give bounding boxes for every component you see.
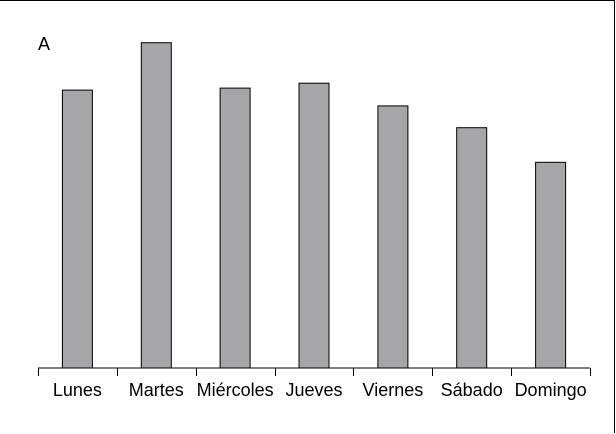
bar-jueves [298, 82, 330, 369]
x-tick-label: Jueves [285, 380, 342, 400]
bar-lunes [61, 89, 93, 369]
bar-viernes [377, 105, 409, 369]
x-tick-label: Viernes [363, 380, 424, 400]
x-tick-label: Domingo [515, 380, 587, 400]
x-tick-label: Lunes [53, 380, 102, 400]
panel-label: A [38, 34, 51, 54]
bar-sábado [456, 127, 488, 369]
bar-miércoles [219, 87, 251, 369]
x-tick-label: Miércoles [197, 380, 274, 400]
bar-domingo [535, 161, 567, 369]
bar-martes [140, 42, 172, 369]
x-tick-label: Sábado [441, 380, 503, 400]
x-tick-label: Martes [129, 380, 184, 400]
